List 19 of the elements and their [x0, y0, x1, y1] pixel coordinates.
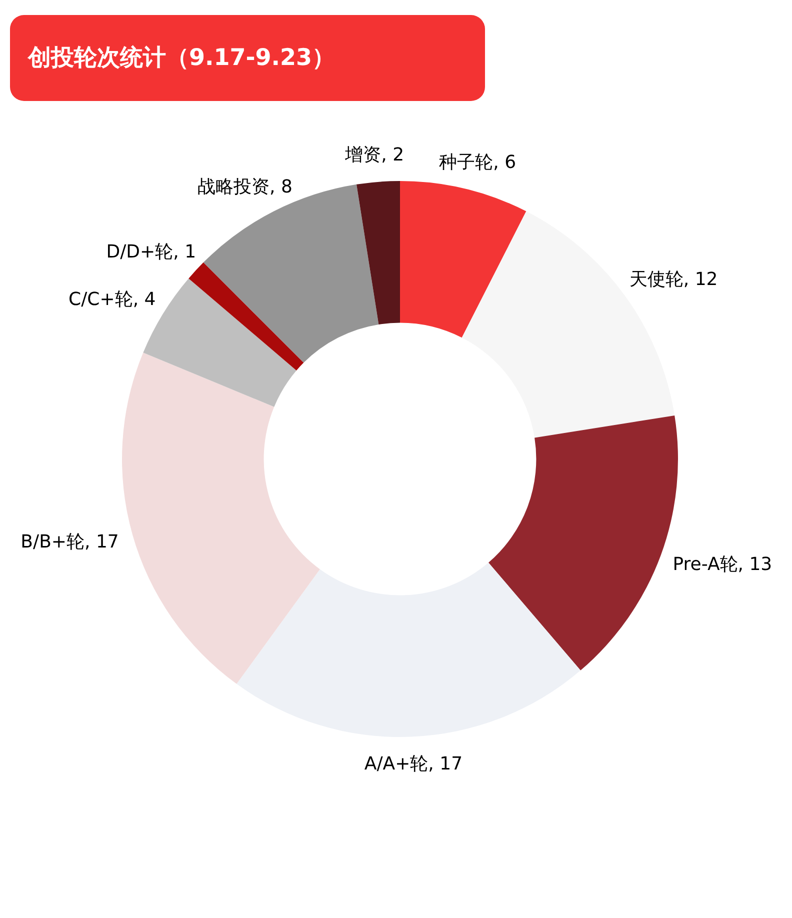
category-label: 增资 — [345, 144, 382, 166]
category-label: 战略投资 — [198, 176, 270, 198]
category-label: 种子轮 — [439, 152, 494, 173]
category-label: D/D+轮 — [106, 241, 174, 262]
value-label: , 12 — [683, 269, 718, 290]
category-label: Pre-A轮 — [672, 554, 738, 576]
chart-title: 创投轮次统计（9.17-9.23） — [10, 15, 485, 101]
value-label: , 4 — [132, 289, 156, 310]
value-label: , 2 — [381, 144, 404, 166]
value-label: , 13 — [738, 554, 772, 576]
category-label: A/A+轮 — [364, 753, 428, 774]
value-label: , 8 — [270, 176, 292, 198]
value-label: , 1 — [173, 241, 196, 262]
value-label: , 17 — [428, 753, 463, 774]
category-label: B/B+轮 — [20, 531, 85, 552]
value-label: , 6 — [493, 152, 516, 173]
value-label: , 17 — [84, 531, 119, 552]
category-label: C/C+轮 — [68, 289, 133, 310]
category-label: 天使轮 — [629, 269, 684, 290]
